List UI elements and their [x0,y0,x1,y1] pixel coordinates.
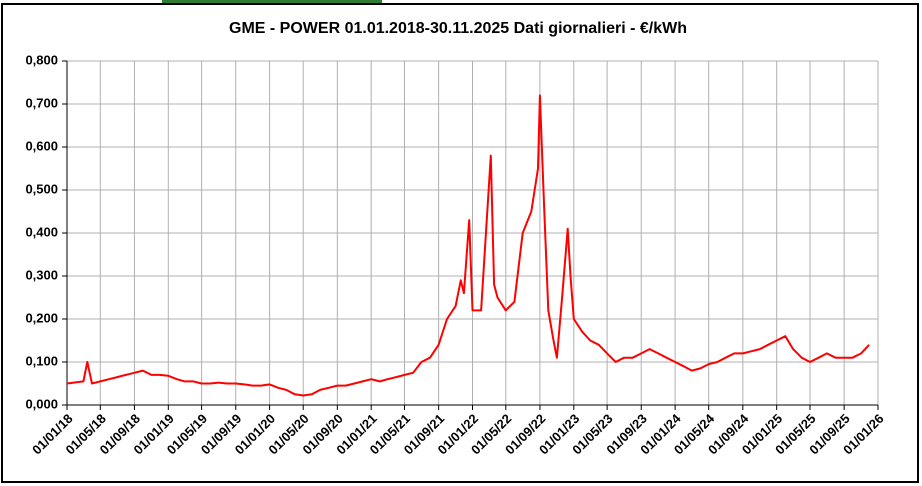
y-tick-label: 0,400 [25,224,58,239]
y-tick-label: 0,300 [25,267,58,282]
y-tick-label: 0,600 [25,138,58,153]
y-tick-label: 0,800 [25,52,58,67]
chart-border [1,3,919,483]
top-strip [162,0,382,3]
data-line [66,94,870,397]
y-tick-label: 0,200 [25,310,58,325]
y-tick-label: 0,500 [25,181,58,196]
y-tick-label: 0,100 [25,353,58,368]
chart-title: GME - POWER 01.01.2018-30.11.2025 Dati g… [229,20,687,37]
y-tick-label: 0,000 [25,396,58,411]
y-tick-label: 0,700 [25,95,58,110]
